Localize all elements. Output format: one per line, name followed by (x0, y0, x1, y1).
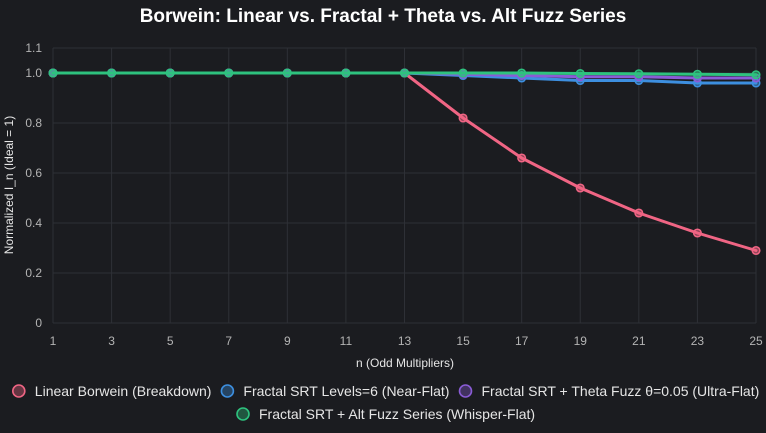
legend-marker (220, 384, 235, 398)
data-point (517, 153, 527, 163)
x-tick-label: 21 (632, 334, 646, 348)
legend-label: Linear Borwein (Breakdown) (35, 383, 212, 399)
legend-item: Fractal SRT + Alt Fuzz Series (Whisper-F… (236, 406, 535, 422)
x-tick-label: 15 (456, 334, 470, 348)
data-point (282, 68, 292, 78)
data-point (692, 69, 702, 79)
data-point (517, 68, 527, 78)
legend: Linear Borwein (Breakdown) Fractal SRT Le… (11, 383, 760, 422)
x-tick-label: 5 (167, 334, 174, 348)
x-tick-label: 7 (225, 334, 232, 348)
data-point (575, 68, 585, 79)
data-point (341, 68, 351, 78)
series-lines (48, 68, 761, 256)
legend-item: Fractal SRT + Theta Fuzz θ=0.05 (Ultra-F… (458, 383, 760, 399)
data-point (224, 68, 234, 78)
x-tick-label: 19 (574, 334, 588, 348)
x-axis-label: n (Odd Multipliers) (356, 356, 454, 370)
legend-marker (11, 384, 26, 398)
y-tick-label: 1.1 (25, 41, 42, 55)
legend-label: Fractal SRT + Alt Fuzz Series (Whisper-F… (259, 406, 535, 422)
grid (52, 47, 757, 324)
y-tick-label: 0.4 (25, 216, 42, 230)
legend-item: Fractal SRT Levels=6 (Near-Flat) (220, 383, 449, 399)
legend-marker (236, 407, 250, 421)
data-point (458, 113, 468, 123)
data-point (575, 183, 585, 193)
data-point (165, 68, 175, 78)
series-4 (48, 68, 761, 80)
y-tick-label: 0 (35, 316, 42, 330)
y-axis-ticks: 0 0.2 0.4 0.6 0.8 1.0 1.1 (25, 41, 42, 330)
x-tick-label: 1 (50, 334, 57, 348)
data-point (751, 70, 761, 80)
legend-marker (458, 384, 473, 398)
legend-label: Fractal SRT Levels=6 (Near-Flat) (243, 383, 449, 399)
x-tick-label: 17 (515, 334, 529, 348)
legend-item: Linear Borwein (Breakdown) (11, 383, 212, 399)
data-point (48, 68, 58, 78)
x-tick-label: 23 (691, 334, 705, 348)
data-point (107, 68, 117, 78)
x-tick-label: 9 (284, 334, 291, 348)
x-tick-label: 25 (749, 334, 763, 348)
y-tick-label: 0.8 (25, 116, 42, 130)
y-tick-label: 0.2 (25, 266, 42, 280)
data-point (634, 208, 644, 218)
legend-label: Fractal SRT + Theta Fuzz θ=0.05 (Ultra-F… (482, 383, 760, 399)
x-tick-label: 11 (340, 334, 353, 348)
chart-title: Borwein: Linear vs. Fractal + Theta vs. … (140, 6, 627, 27)
x-axis-ticks: 1 3 5 7 9 11 13 15 17 19 21 23 25 (50, 334, 763, 348)
data-point (458, 68, 468, 78)
y-tick-label: 0.6 (25, 166, 42, 180)
data-point (399, 68, 410, 78)
x-tick-label: 3 (108, 334, 115, 348)
x-tick-label: 13 (398, 334, 412, 348)
y-tick-label: 1.0 (25, 66, 42, 80)
data-point (692, 228, 702, 238)
y-axis-label: Normalized I_n (Ideal = 1) (2, 116, 16, 254)
data-point (634, 69, 644, 79)
data-point (751, 245, 761, 256)
